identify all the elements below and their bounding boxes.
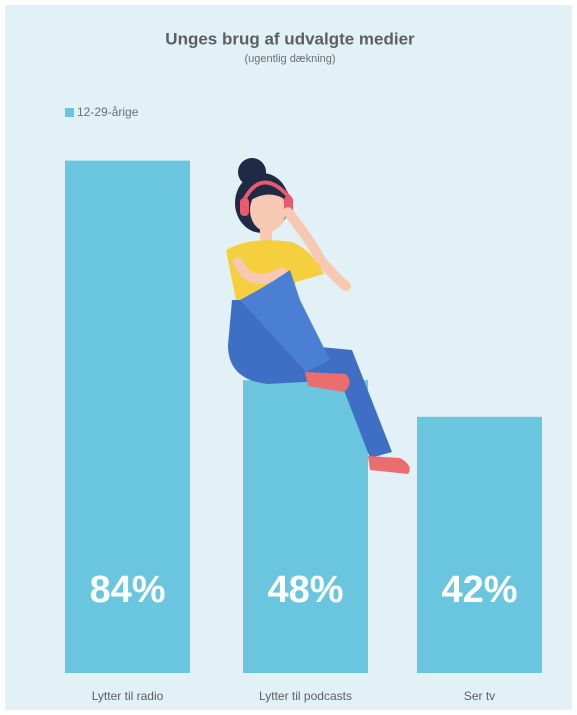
legend-swatch [65,108,74,117]
value-label: 48% [267,569,343,611]
bar [243,380,368,673]
chart-title: Unges brug af udvalgte medier [165,29,415,48]
bars [65,160,542,674]
bar [65,160,190,674]
chart-subtitle: (ugentlig dækning) [244,53,335,65]
x-tick-label: Lytter til podcasts [259,689,352,703]
x-tick-label: Ser tv [464,689,495,703]
value-label: 84% [89,569,165,611]
bar [417,416,542,673]
illustration [226,158,410,474]
legend-label: 12-29-årige [77,105,139,119]
x-tick-label: Lytter til radio [92,689,164,703]
value-label: 42% [441,569,517,611]
